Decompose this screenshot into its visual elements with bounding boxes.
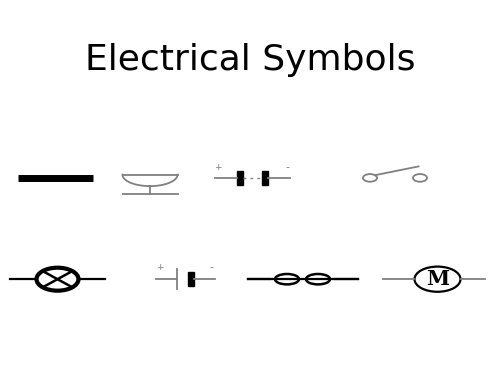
Bar (188, 272, 194, 286)
Bar (238, 171, 243, 185)
Ellipse shape (306, 274, 330, 284)
Text: -: - (209, 262, 213, 272)
Ellipse shape (275, 274, 299, 284)
Text: +: + (156, 263, 164, 272)
Text: -: - (286, 162, 290, 172)
Bar (262, 171, 268, 185)
Text: +: + (214, 163, 221, 172)
Text: Electrical Symbols: Electrical Symbols (85, 43, 415, 77)
Text: M: M (426, 269, 449, 289)
